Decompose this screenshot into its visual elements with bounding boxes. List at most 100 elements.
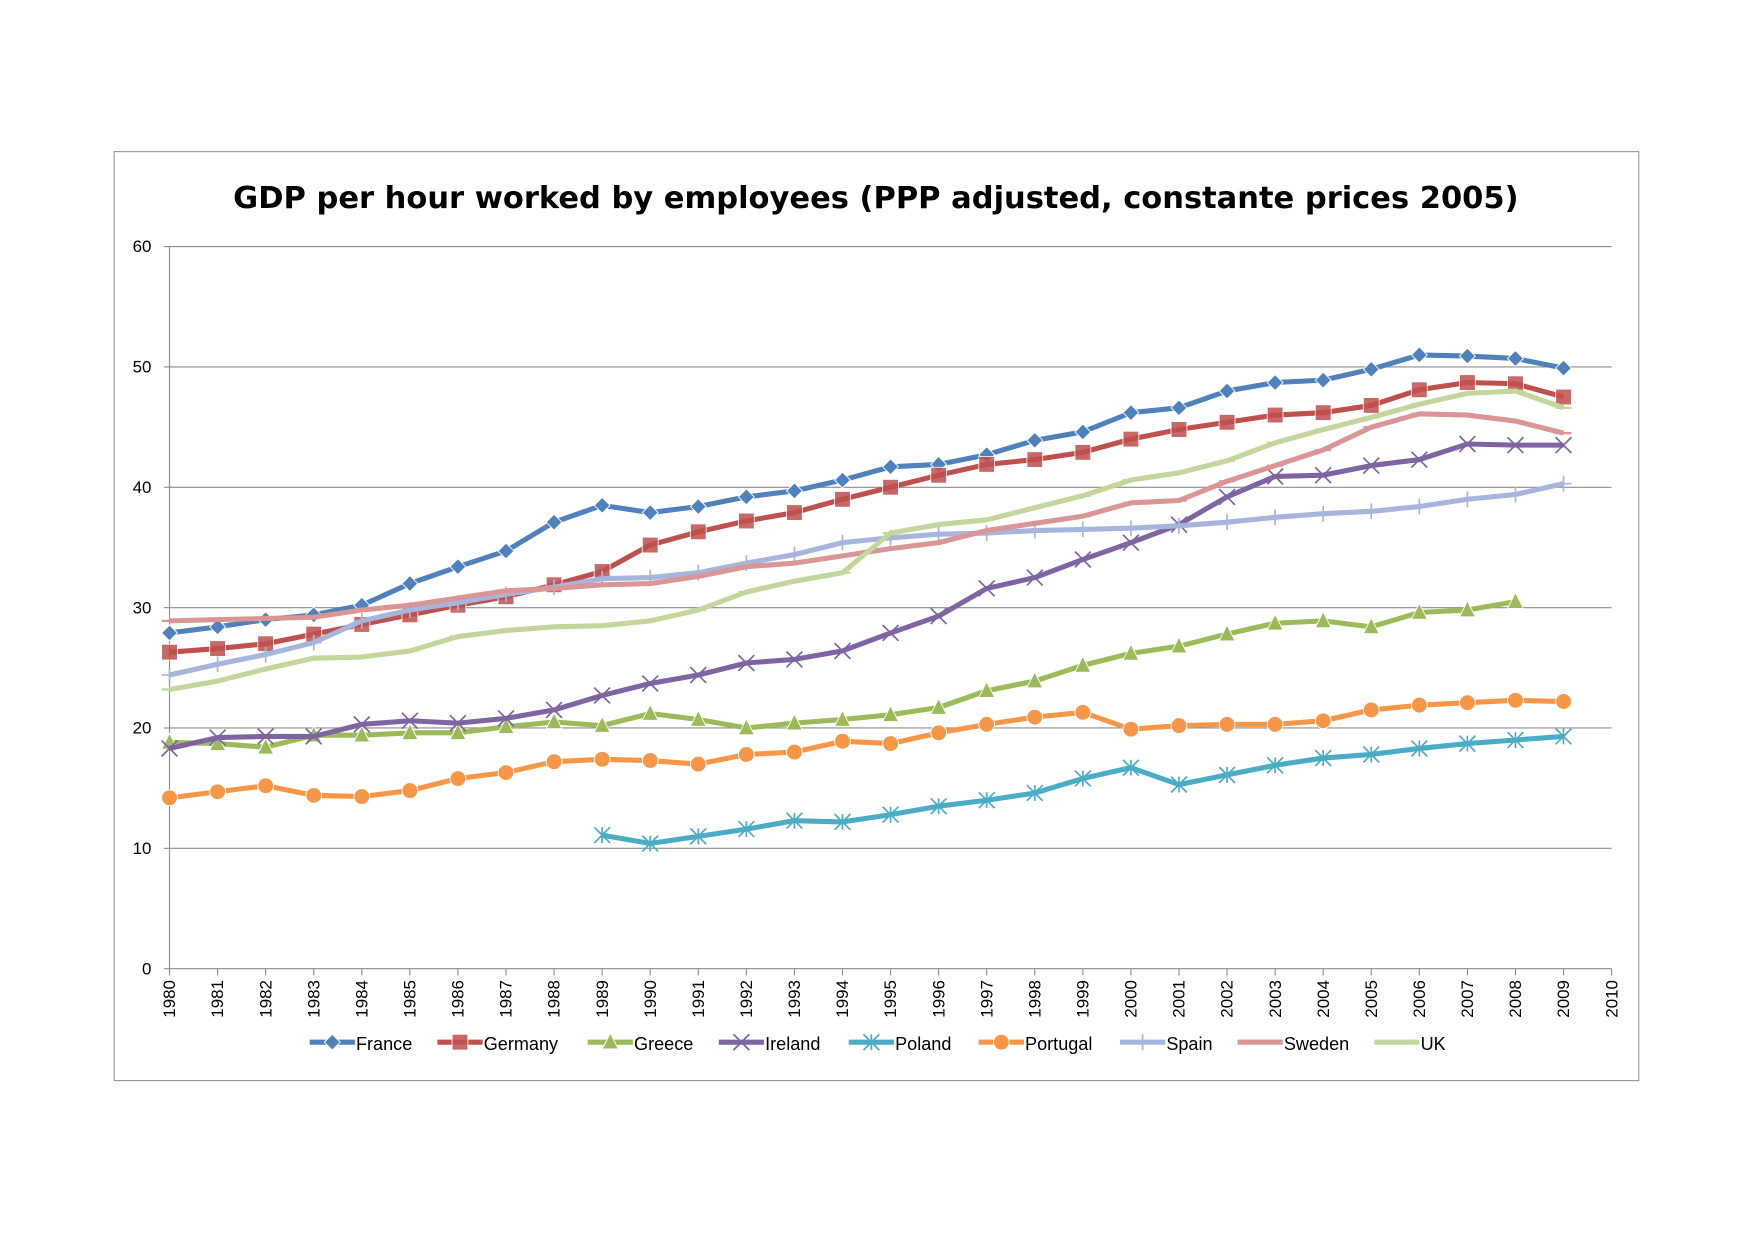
data-point: [1026, 708, 1044, 726]
data-point: [786, 546, 803, 563]
data-point: [1074, 770, 1092, 788]
data-point: [641, 752, 659, 769]
data-point: [737, 820, 755, 838]
data-point: [737, 746, 755, 763]
data-point: [353, 715, 371, 733]
data-point: [1362, 701, 1380, 719]
data-point: [1410, 346, 1428, 364]
legend-label: UK: [1421, 1034, 1446, 1054]
data-point: [737, 512, 755, 530]
data-point: [1218, 488, 1236, 506]
series-line: [168, 441, 1564, 751]
data-point: [834, 732, 851, 750]
data-point: [1410, 451, 1428, 469]
data-point: [1218, 716, 1236, 733]
y-tick-label: 0: [142, 959, 151, 978]
series-germany: [161, 374, 1572, 661]
data-point: [209, 783, 226, 801]
data-point: [1026, 431, 1044, 449]
series-greece: [160, 591, 1525, 755]
chart-title: GDP per hour worked by employees (PPP ad…: [233, 181, 1518, 216]
data-point: [449, 770, 467, 787]
data-point: [1506, 591, 1525, 609]
data-point: [1507, 486, 1524, 503]
data-point: [1170, 776, 1188, 794]
x-tick-label: 2004: [1314, 980, 1333, 1018]
data-point: [161, 643, 178, 661]
data-point: [593, 715, 611, 733]
data-point: [497, 542, 515, 560]
legend-item-germany: Germany: [437, 1033, 558, 1054]
data-point: [1266, 406, 1284, 424]
data-point: [689, 709, 707, 727]
data-point: [323, 1033, 341, 1051]
data-point: [1314, 466, 1332, 484]
data-point: [1026, 451, 1044, 468]
x-tick-label: 1989: [593, 980, 612, 1018]
data-point: [785, 812, 803, 830]
x-tick-label: 2000: [1122, 980, 1141, 1018]
data-point: [1218, 766, 1236, 784]
data-point: [1459, 374, 1476, 391]
data-point: [353, 612, 370, 629]
legend-label: France: [356, 1034, 412, 1054]
data-point: [1074, 444, 1092, 461]
x-tick-label: 1983: [304, 980, 323, 1018]
data-point: [497, 709, 515, 727]
data-point: [978, 716, 996, 733]
data-point: [1170, 399, 1188, 417]
data-point: [1555, 436, 1573, 454]
data-point: [1074, 703, 1092, 721]
x-tick-label: 2007: [1458, 980, 1477, 1018]
data-point: [1219, 514, 1235, 531]
data-point: [1411, 498, 1428, 515]
data-point: [449, 722, 467, 741]
data-point: [833, 471, 852, 489]
x-tick-label: 1982: [256, 980, 275, 1018]
data-point: [257, 727, 275, 745]
data-point: [689, 497, 707, 516]
data-point: [1506, 436, 1524, 454]
data-point: [732, 1033, 750, 1051]
x-tick-label: 1991: [689, 980, 708, 1018]
data-point: [1363, 503, 1380, 520]
x-tick-label: 1994: [833, 980, 852, 1018]
legend-item-france: France: [309, 1033, 412, 1054]
data-point: [1074, 655, 1092, 673]
series-line: [169, 388, 1565, 692]
legend-item-ireland: Ireland: [718, 1033, 820, 1054]
data-point: [862, 1033, 880, 1051]
x-tick-label: 2006: [1410, 980, 1429, 1018]
data-point: [978, 791, 996, 809]
data-point: [641, 703, 659, 721]
legend-item-greece: Greece: [587, 1032, 693, 1054]
data-point: [209, 640, 226, 657]
data-point: [978, 680, 996, 698]
data-point: [1314, 371, 1332, 389]
data-point: [1458, 599, 1477, 618]
legend-label: Spain: [1166, 1034, 1212, 1054]
data-point: [305, 634, 322, 651]
data-point: [1458, 347, 1476, 365]
x-tick-label: 1984: [352, 980, 371, 1018]
data-point: [689, 523, 707, 541]
data-point: [1459, 694, 1476, 712]
data-point: [1074, 423, 1092, 441]
data-point: [449, 558, 467, 576]
data-point: [930, 466, 947, 484]
series-line: [168, 481, 1565, 678]
data-point: [593, 826, 611, 844]
y-tick-label: 30: [133, 598, 152, 617]
x-tick-label: 1987: [497, 980, 516, 1018]
data-point: [930, 797, 948, 815]
data-point: [786, 743, 803, 761]
data-point: [1026, 784, 1044, 802]
data-point: [257, 777, 275, 795]
data-point: [1218, 413, 1236, 431]
x-tick-label: 1999: [1073, 980, 1092, 1018]
data-point: [1122, 720, 1140, 738]
data-point: [209, 618, 227, 636]
data-point: [1362, 397, 1380, 414]
data-point: [1555, 693, 1572, 710]
data-point: [1122, 759, 1140, 777]
